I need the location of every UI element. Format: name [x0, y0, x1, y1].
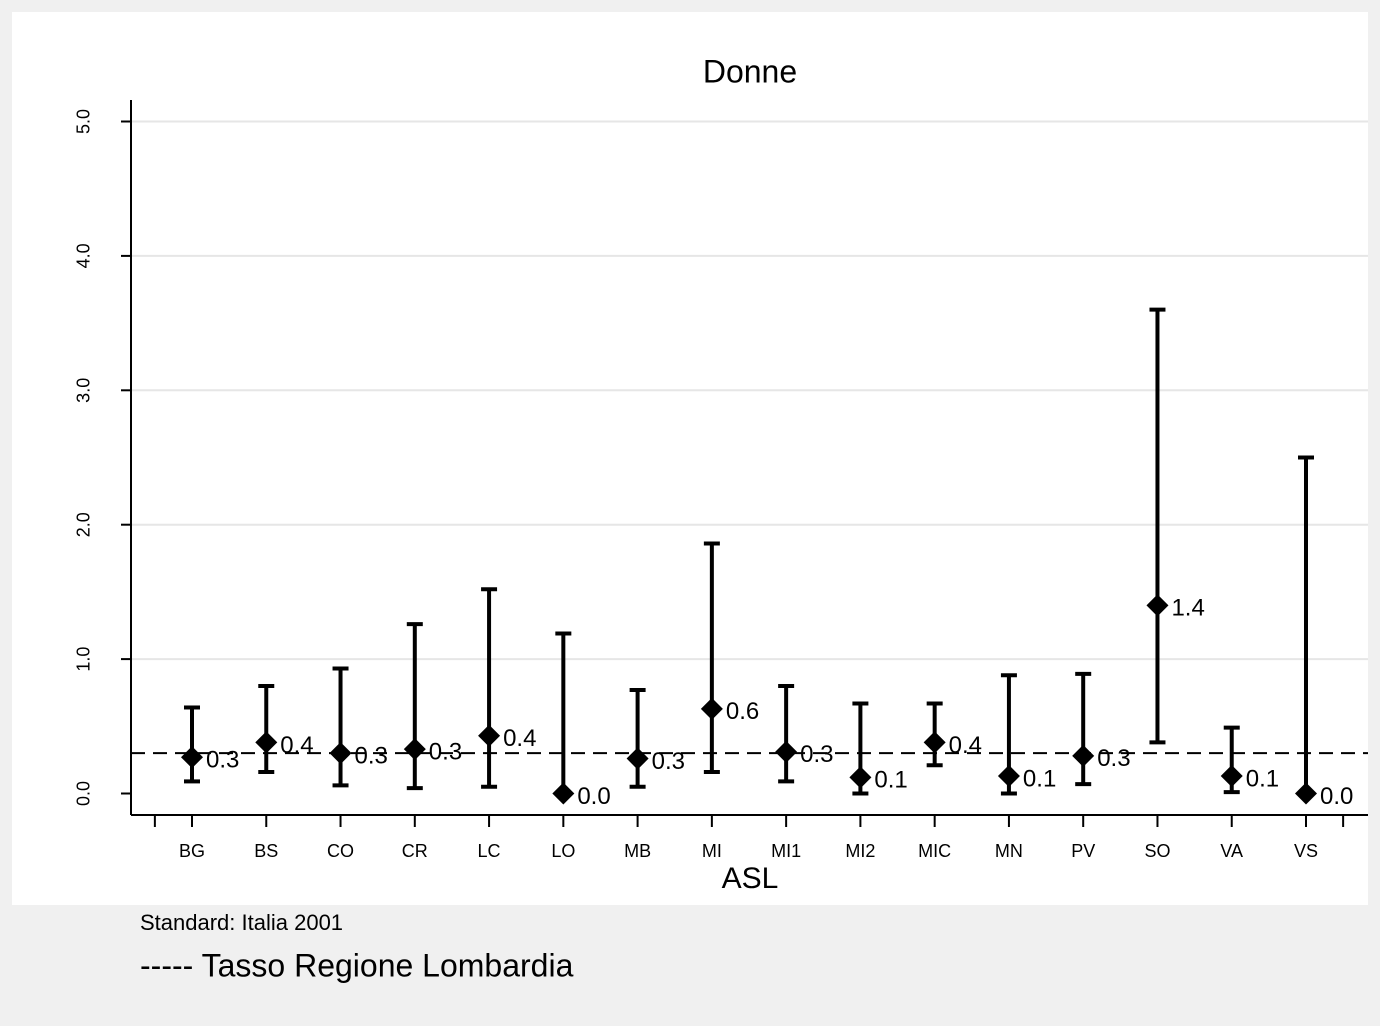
x-tick-label: BS: [254, 841, 278, 861]
point: [1295, 782, 1317, 805]
y-tick-label: 1.0: [74, 647, 94, 672]
x-tick-label: MI2: [845, 841, 875, 861]
x-tick-label: PV: [1071, 841, 1095, 861]
note: ----- Tasso Regione Lombardia: [140, 947, 574, 983]
y-tick-label: 4.0: [74, 243, 94, 268]
point: [1146, 594, 1169, 617]
note: Standard: Italia 2001: [140, 910, 343, 935]
point: [181, 746, 203, 769]
data-label: 0.3: [206, 747, 239, 774]
point: [478, 724, 501, 747]
x-tick-label: BG: [179, 841, 205, 861]
point: [255, 731, 278, 754]
data-label: 0.1: [1246, 765, 1279, 792]
data-label: 0.3: [652, 748, 685, 775]
point: [552, 782, 575, 805]
y-tick-label: 0.0: [74, 781, 94, 806]
point: [626, 747, 649, 770]
x-tick-label: SO: [1144, 841, 1170, 861]
point: [923, 731, 946, 754]
data-label: 0.3: [355, 743, 388, 770]
data-label: 0.0: [577, 783, 610, 810]
data-label: 0.3: [429, 738, 462, 765]
point: [1220, 765, 1243, 788]
point: [1072, 744, 1095, 767]
y-tick-label: 3.0: [74, 378, 94, 403]
data-label: 0.1: [874, 767, 907, 794]
point: [403, 738, 426, 761]
data-label: 0.3: [800, 741, 833, 768]
y-tick-label: 2.0: [74, 512, 94, 537]
x-tick-label: MI: [702, 841, 722, 861]
data-label: 0.4: [949, 732, 982, 759]
point: [329, 742, 352, 765]
data-label: 0.4: [280, 732, 313, 759]
x-tick-label: CR: [402, 841, 428, 861]
data-label: 1.4: [1171, 595, 1204, 622]
point: [775, 740, 798, 763]
data-label: 0.3: [1097, 745, 1130, 772]
data-label: 0.4: [503, 725, 536, 752]
x-tick-label: VS: [1294, 841, 1318, 861]
x-tick-label: CO: [327, 841, 354, 861]
data-label: 0.6: [726, 698, 759, 725]
point: [700, 697, 723, 720]
data-label: 0.1: [1023, 765, 1056, 792]
point: [849, 766, 872, 789]
point: [997, 765, 1020, 788]
x-tick-label: MI1: [771, 841, 801, 861]
chart-title: Donne: [703, 53, 797, 89]
y-tick-label: 5.0: [74, 109, 94, 134]
x-tick-label: LO: [551, 841, 575, 861]
x-tick-label: LC: [478, 841, 501, 861]
x-axis-label: ASL: [722, 862, 779, 895]
data-label: 0.0: [1320, 783, 1353, 810]
plot-background: [12, 12, 1368, 905]
x-tick-label: MIC: [918, 841, 951, 861]
x-tick-label: MN: [995, 841, 1023, 861]
x-tick-label: MB: [624, 841, 651, 861]
x-tick-label: VA: [1220, 841, 1243, 861]
